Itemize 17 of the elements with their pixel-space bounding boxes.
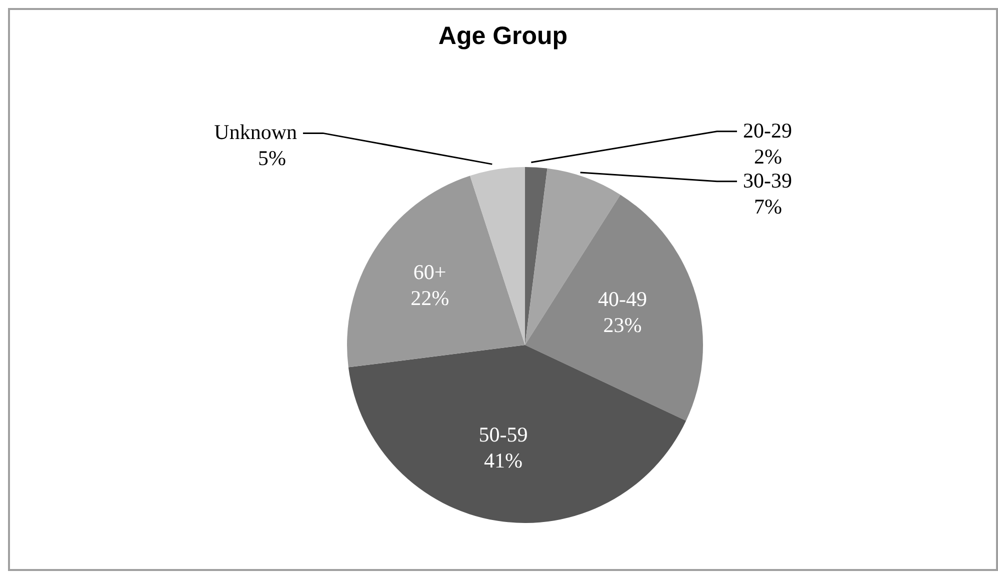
data-label: 23%	[603, 313, 642, 338]
slice-label: 60+	[413, 260, 446, 284]
slice-label: 30-39	[743, 168, 792, 192]
slice-label: 40-49	[598, 287, 648, 312]
chart-title: Age Group	[437, 22, 569, 51]
slice-label: Unknown	[214, 120, 298, 144]
data-label: 5%	[258, 146, 286, 170]
data-label: 22%	[410, 286, 450, 310]
pie-slice	[525, 167, 548, 345]
slice-label: 20-29	[743, 118, 792, 142]
data-label: 7%	[754, 194, 782, 218]
slice-label: 50-59	[478, 422, 528, 446]
data-label: 41%	[484, 448, 523, 472]
data-label: 2%	[754, 144, 782, 168]
pie-slice	[525, 194, 703, 421]
pie-slice	[348, 345, 686, 523]
pie-slice	[470, 167, 525, 345]
